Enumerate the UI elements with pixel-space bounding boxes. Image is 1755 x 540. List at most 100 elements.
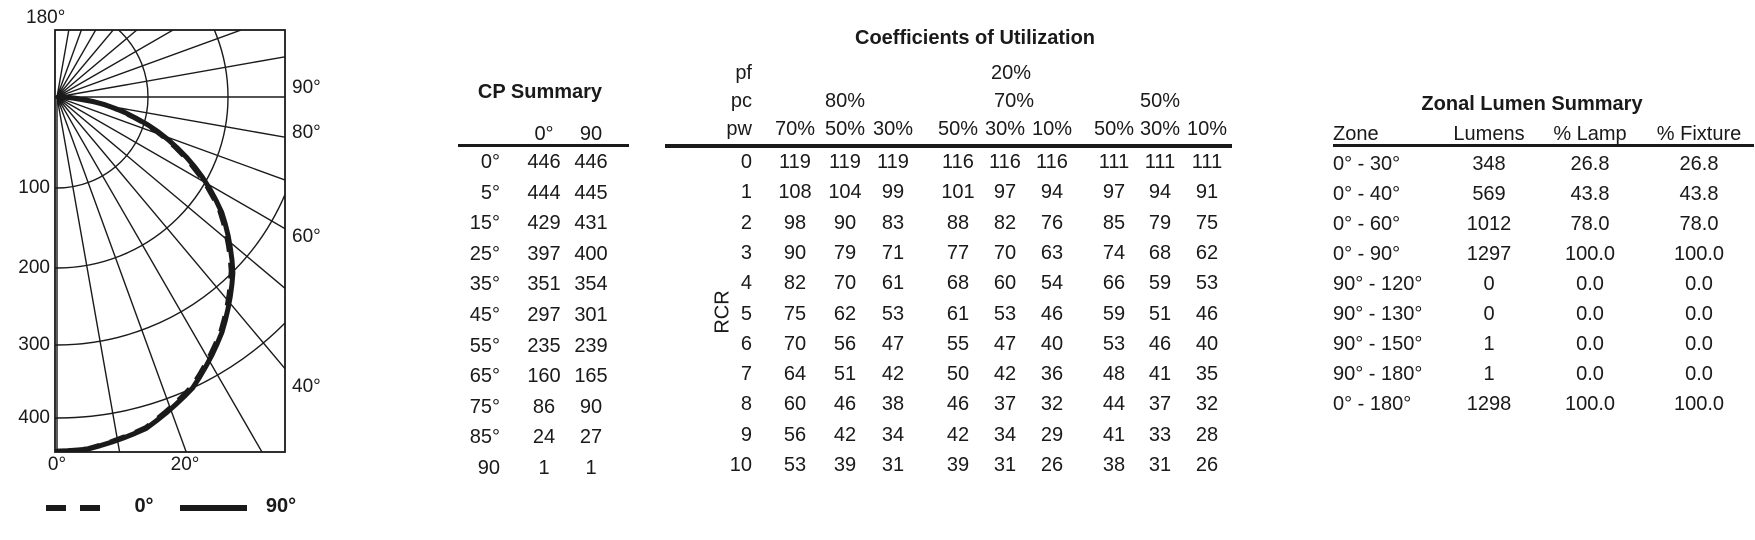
cu-cell: 79 <box>833 241 857 264</box>
cu-cell: 56 <box>783 423 807 446</box>
cu-cell: 71 <box>881 241 905 264</box>
cu-cell: 46 <box>833 393 857 416</box>
zonal-pct-fixture: 100.0 <box>1673 393 1725 415</box>
cp-row-angle: 5° <box>480 181 500 204</box>
cu-rcr-value: 3 <box>740 241 752 264</box>
cp-value-0deg: 24 <box>532 426 556 449</box>
cu-cell: 94 <box>1148 181 1172 204</box>
polar-radial-label-200: 200 <box>18 257 50 278</box>
cu-cell: 63 <box>1040 241 1064 264</box>
zonal-pct-lamp: 43.8 <box>1570 183 1610 205</box>
cu-rcr-value: 4 <box>740 272 752 295</box>
polar-radial-label-400: 400 <box>18 407 50 428</box>
zonal-lumens: 1298 <box>1466 393 1512 415</box>
cp-value-90deg: 354 <box>574 273 608 296</box>
cu-cell: 40 <box>1040 332 1064 355</box>
cu-cell: 82 <box>783 272 807 295</box>
cu-pc-value-50: 50% <box>1139 90 1181 112</box>
zonal-col-header-fixture: % Fixture <box>1656 123 1742 145</box>
cu-cell: 91 <box>1195 181 1219 204</box>
cu-rcr-value: 10 <box>729 454 752 476</box>
cu-cell: 116 <box>942 151 974 173</box>
cu-cell: 104 <box>828 181 862 204</box>
cu-cell: 31 <box>881 454 905 476</box>
cu-rcr-value: 7 <box>740 363 752 386</box>
legend-label-90deg: 90° <box>265 495 297 517</box>
legend-dashed-line-swatch <box>46 505 112 511</box>
zonal-pct-fixture: 78.0 <box>1679 213 1719 235</box>
cu-cell: 56 <box>833 332 857 355</box>
zonal-pct-lamp: 0.0 <box>1576 303 1604 325</box>
cu-cell: 46 <box>1195 302 1219 325</box>
cu-cell: 111 <box>1144 151 1176 173</box>
cu-cell: 53 <box>881 302 905 325</box>
cu-cell: 26 <box>1195 454 1219 476</box>
polar-label-40deg: 40° <box>292 376 321 397</box>
cu-cell: 42 <box>881 363 905 386</box>
cu-cell: 39 <box>833 454 857 476</box>
cp-row-angle: 55° <box>469 334 500 357</box>
cu-cell: 46 <box>1040 302 1064 325</box>
cu-cell: 38 <box>881 393 905 416</box>
cu-cell: 74 <box>1102 241 1126 264</box>
zonal-lumens: 569 <box>1472 183 1506 205</box>
cp-value-0deg: 86 <box>532 395 556 418</box>
cu-cell: 37 <box>1148 393 1172 416</box>
zonal-pct-fixture: 0.0 <box>1685 363 1713 385</box>
cu-cell: 99 <box>881 181 905 204</box>
cu-pw-value: 70% <box>774 118 816 140</box>
cu-cell: 32 <box>1040 393 1064 416</box>
cu-rcr-value: 1 <box>740 181 752 204</box>
cu-cell: 41 <box>1102 423 1126 446</box>
cp-value-0deg: 444 <box>527 181 561 204</box>
cu-cell: 62 <box>1195 241 1219 264</box>
cu-cell: 70 <box>993 241 1017 264</box>
cp-value-0deg: 351 <box>527 273 561 296</box>
zonal-col-header-lamp: % Lamp <box>1553 123 1627 145</box>
cp-row-angle: 90 <box>477 457 500 479</box>
cu-cell: 38 <box>1102 454 1126 476</box>
cu-cell: 53 <box>993 302 1017 325</box>
zonal-header-rule <box>1333 144 1754 147</box>
zonal-lumens: 348 <box>1472 153 1506 175</box>
cu-rcr-value: 0 <box>740 151 752 173</box>
zonal-zone: 90° - 180° <box>1333 363 1423 385</box>
zonal-pct-fixture: 26.8 <box>1679 153 1719 175</box>
polar-radial-label-300: 300 <box>18 334 50 355</box>
cu-pc-value-70: 70% <box>993 90 1035 112</box>
zonal-lumens: 1 <box>1483 363 1495 385</box>
cu-cell: 51 <box>833 363 857 386</box>
zonal-pct-fixture: 100.0 <box>1673 243 1725 265</box>
cu-rcr-value: 5 <box>740 302 752 325</box>
cu-cell: 119 <box>829 151 861 173</box>
cu-cell: 116 <box>989 151 1021 173</box>
cu-cell: 70 <box>833 272 857 295</box>
cu-rcr-value: 8 <box>740 393 752 416</box>
cp-value-90deg: 165 <box>574 365 608 388</box>
zonal-zone: 90° - 150° <box>1333 333 1423 355</box>
cp-value-90deg: 301 <box>574 304 608 326</box>
cu-cell: 34 <box>993 423 1017 446</box>
cu-cell: 94 <box>1040 181 1064 204</box>
zonal-col-header-zone: Zone <box>1333 123 1379 145</box>
cp-value-0deg: 397 <box>527 242 561 265</box>
cp-value-90deg: 90 <box>579 395 603 418</box>
cu-cell: 42 <box>946 423 970 446</box>
cu-cell: 111 <box>1191 151 1223 173</box>
cu-pw-value: 30% <box>1139 118 1181 140</box>
zonal-title: Zonal Lumen Summary <box>1421 93 1643 115</box>
cu-cell: 46 <box>946 393 970 416</box>
cu-cell: 60 <box>993 272 1017 295</box>
cu-rcr-value: 9 <box>740 423 752 446</box>
cp-row-angle: 45° <box>469 304 500 326</box>
cu-cell: 68 <box>946 272 970 295</box>
cu-pw-value: 30% <box>984 118 1026 140</box>
zonal-pct-lamp: 0.0 <box>1576 273 1604 295</box>
cu-cell: 66 <box>1102 272 1126 295</box>
zonal-zone: 90° - 120° <box>1333 273 1423 295</box>
cu-cell: 53 <box>783 454 807 476</box>
cu-cell: 29 <box>1040 423 1064 446</box>
zonal-pct-fixture: 0.0 <box>1685 273 1713 295</box>
cp-row-angle: 65° <box>469 365 500 388</box>
cp-col-header-90deg: 90 <box>579 123 603 145</box>
